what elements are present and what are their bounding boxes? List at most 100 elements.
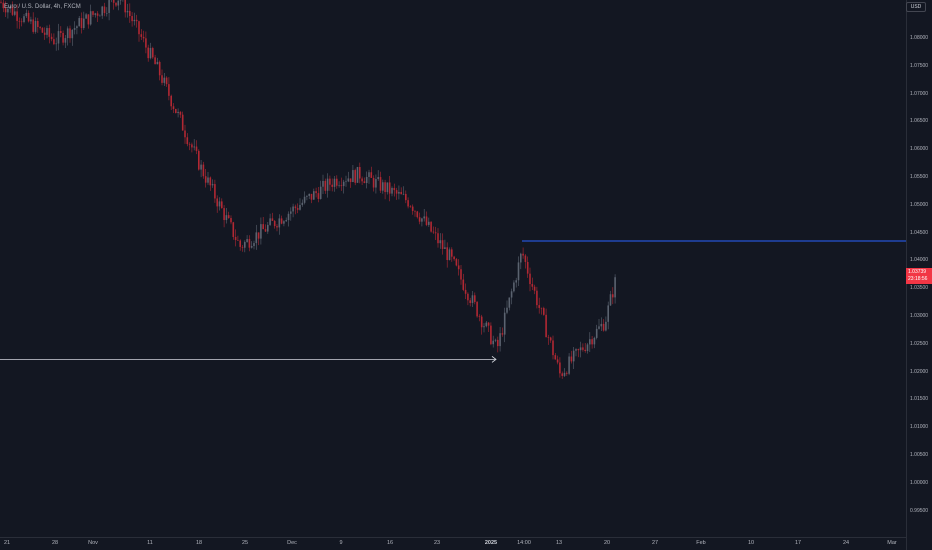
candle-body (520, 253, 522, 263)
candle-body (605, 321, 607, 331)
candle-body (202, 164, 205, 177)
candle-body (375, 179, 377, 188)
time-axis[interactable]: 21 28 Nov 11 18 25 Dec 9 16 23 2025 14:00 13 20 27 Feb 1… (0, 537, 906, 550)
candle-body (464, 289, 467, 294)
candle-body (591, 339, 593, 345)
candle-body (30, 19, 32, 22)
candle-body (352, 170, 354, 183)
candle-body (71, 29, 74, 39)
candle-body (437, 233, 439, 244)
candle-body (559, 362, 561, 374)
candle-body (250, 246, 253, 248)
candle-body (287, 213, 290, 221)
candle-body (221, 201, 223, 209)
candle-body (296, 208, 299, 210)
candle-body (451, 249, 453, 257)
candle-body (244, 242, 246, 248)
candle-body (262, 224, 264, 230)
candle-body (409, 206, 412, 208)
time-tick-label: 9 (339, 540, 343, 546)
candle-body (218, 201, 221, 207)
candle-body (526, 261, 529, 274)
candle-body (439, 240, 442, 244)
candle-body (372, 177, 375, 188)
candle-body (506, 307, 508, 313)
candle-body (469, 300, 471, 303)
candle-body (294, 206, 297, 209)
candle-body (280, 218, 283, 224)
candle-body (152, 48, 154, 58)
candle-body (368, 172, 370, 177)
price-tick-label: 1.01000 (910, 424, 929, 431)
candle-body (460, 269, 462, 280)
candle-body (586, 344, 589, 352)
currency-button[interactable]: USD (906, 2, 926, 12)
candle-body (356, 167, 359, 183)
candle-body (257, 232, 260, 239)
candle-body (158, 61, 161, 76)
candle-body (269, 218, 271, 225)
candle-body (177, 111, 179, 114)
candle-body (43, 32, 46, 35)
candle-body (73, 28, 76, 30)
candle-body (349, 178, 352, 183)
candle-body (7, 8, 9, 13)
candle-body (533, 286, 536, 291)
candle-body (359, 167, 361, 179)
candle-body (333, 178, 336, 187)
candle-body (55, 43, 57, 45)
candle-body (62, 32, 64, 43)
arrow-head-icon (491, 356, 497, 363)
candle-body (207, 177, 209, 183)
candle-body (540, 307, 543, 309)
candle-body (138, 21, 140, 35)
time-tick-label: 21 (3, 540, 11, 546)
time-tick-label: 17 (794, 540, 802, 546)
candle-body (370, 172, 373, 178)
candle-body (423, 216, 425, 219)
price-chart-plot[interactable] (0, 0, 906, 537)
candle-body (290, 211, 292, 214)
candle-body (536, 290, 538, 306)
candle-body (292, 206, 294, 212)
candle-body (308, 193, 310, 196)
candle-body (561, 373, 563, 376)
candle-body (23, 16, 25, 23)
price-tick-label: 1.04500 (910, 229, 929, 236)
candle-body (421, 218, 423, 222)
candle-body (414, 210, 416, 212)
candle-body (554, 355, 557, 360)
candle-body (193, 146, 195, 148)
price-tick-label: 1.00000 (910, 479, 929, 486)
candle-body (299, 204, 301, 210)
time-tick-label: 2025 (484, 540, 498, 546)
candle-body (416, 211, 419, 218)
time-tick-label: Mar (887, 540, 897, 546)
candle-body (211, 184, 214, 186)
candle-body (598, 326, 600, 329)
candle-body (485, 322, 488, 327)
candle-body (94, 13, 97, 15)
candle-body (216, 198, 218, 207)
candle-body (393, 187, 396, 191)
candle-body (11, 6, 14, 15)
candle-body (69, 28, 71, 39)
candle-body (83, 18, 85, 29)
candle-body (27, 12, 30, 22)
candle-body (379, 177, 382, 191)
candle-body (497, 339, 499, 347)
candle-body (365, 176, 368, 184)
candle-body (444, 247, 446, 249)
candle-body (115, 2, 117, 6)
candle-body (239, 240, 241, 247)
candle-body (87, 14, 90, 25)
candle-body (568, 356, 570, 374)
candle-body (184, 130, 186, 138)
candle-body (188, 144, 191, 145)
candle-body (53, 39, 55, 45)
price-tick-label: 1.06000 (910, 146, 929, 153)
candle-body (478, 316, 481, 317)
candle-body (317, 193, 320, 199)
candle-body (225, 215, 228, 221)
